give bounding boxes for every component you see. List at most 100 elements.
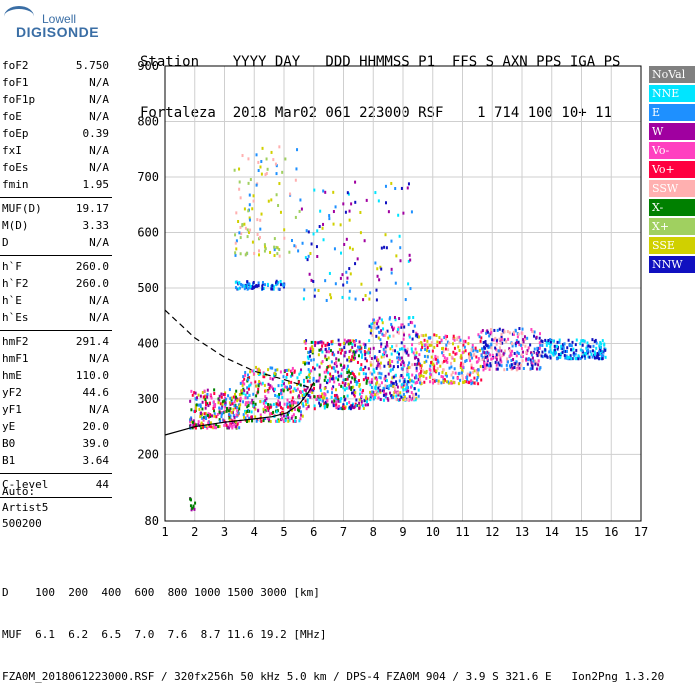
data-point — [403, 363, 406, 367]
data-point — [246, 280, 249, 284]
data-point — [271, 284, 274, 288]
param-label: B0 — [2, 437, 16, 450]
data-point — [200, 426, 203, 430]
data-point — [343, 383, 346, 387]
data-point — [342, 202, 345, 206]
data-point — [372, 368, 375, 372]
data-point — [389, 364, 392, 368]
data-point — [235, 406, 238, 410]
data-point — [315, 379, 318, 383]
data-point — [270, 385, 273, 389]
data-point — [447, 348, 450, 352]
data-point — [260, 419, 263, 423]
data-point — [433, 333, 436, 337]
legend-item-e: E — [649, 104, 695, 121]
data-point — [572, 347, 575, 351]
data-point — [438, 372, 441, 376]
data-point — [419, 381, 422, 385]
data-point — [399, 246, 402, 250]
data-point — [373, 323, 376, 327]
data-point — [254, 407, 257, 411]
data-point — [458, 335, 461, 339]
data-point — [435, 369, 438, 373]
data-point — [486, 350, 489, 354]
data-point — [442, 353, 445, 357]
data-point — [343, 388, 346, 392]
data-point — [531, 356, 534, 360]
data-point — [412, 316, 415, 320]
data-point — [484, 353, 487, 357]
data-point — [202, 423, 205, 427]
data-point — [348, 374, 351, 378]
data-point — [319, 383, 322, 387]
data-point — [545, 340, 548, 344]
data-point — [464, 380, 467, 384]
data-point — [495, 358, 498, 362]
data-point — [452, 334, 455, 338]
data-point — [595, 346, 598, 350]
y-tick-label: 500 — [137, 281, 159, 295]
data-point — [340, 251, 343, 255]
data-point — [437, 381, 440, 385]
data-point — [351, 391, 354, 395]
data-point — [298, 409, 301, 413]
data-point — [505, 363, 508, 367]
data-point — [276, 402, 279, 406]
x-tick-label: 7 — [340, 525, 347, 539]
param-value: 44.6 — [82, 386, 110, 399]
data-point — [482, 365, 485, 369]
data-point — [258, 235, 261, 239]
data-point — [332, 190, 335, 194]
data-point — [345, 386, 348, 390]
data-point — [293, 387, 296, 391]
data-point — [289, 407, 292, 411]
data-point — [477, 357, 480, 361]
data-point — [554, 352, 557, 356]
data-point — [301, 241, 304, 245]
param-label: foF1 — [2, 76, 29, 89]
data-point — [572, 352, 575, 356]
data-point — [247, 209, 250, 213]
data-point — [246, 391, 249, 395]
data-point — [343, 365, 346, 369]
data-point — [314, 340, 317, 344]
data-point — [357, 379, 360, 383]
data-point — [360, 346, 363, 350]
data-point — [218, 394, 221, 398]
data-point — [395, 380, 398, 384]
data-point — [298, 382, 301, 386]
data-point — [254, 380, 257, 384]
data-point — [567, 357, 570, 361]
data-point — [321, 350, 324, 354]
data-point — [442, 346, 445, 350]
data-point — [381, 389, 384, 393]
data-point — [262, 419, 265, 423]
data-point — [294, 178, 297, 182]
data-point — [323, 406, 326, 410]
data-point — [524, 337, 527, 341]
data-point — [199, 403, 202, 407]
data-point — [400, 356, 403, 360]
data-point — [221, 412, 224, 416]
data-point — [242, 400, 245, 404]
data-point — [217, 401, 220, 405]
data-point — [400, 341, 403, 345]
data-point — [294, 245, 297, 249]
data-point — [480, 354, 483, 358]
data-point — [340, 397, 343, 401]
data-point — [265, 401, 268, 405]
data-point — [538, 353, 541, 357]
data-point — [376, 274, 379, 278]
data-point — [515, 368, 518, 372]
data-point — [323, 394, 326, 398]
footer: D 100 200 400 600 800 1000 1500 3000 [km… — [2, 558, 664, 698]
data-point — [479, 364, 482, 368]
data-point — [388, 362, 391, 366]
data-point — [279, 279, 282, 283]
data-point — [400, 323, 403, 327]
data-point — [358, 404, 361, 408]
data-point — [192, 506, 195, 510]
data-point — [335, 376, 338, 380]
data-point — [372, 394, 375, 398]
data-point — [221, 402, 224, 406]
